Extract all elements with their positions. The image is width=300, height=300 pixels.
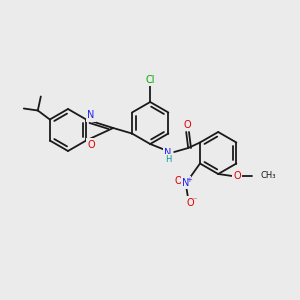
Text: Cl: Cl — [146, 75, 155, 85]
Text: O: O — [174, 176, 182, 187]
Text: O: O — [233, 171, 241, 181]
Text: O: O — [87, 140, 95, 149]
Text: CH₃: CH₃ — [260, 170, 276, 179]
Text: N: N — [88, 110, 95, 121]
Text: N: N — [164, 148, 172, 158]
Text: O: O — [186, 197, 194, 208]
Text: O: O — [183, 120, 191, 130]
Text: +: + — [186, 176, 192, 182]
Text: ⁻: ⁻ — [193, 195, 197, 204]
Text: N: N — [182, 178, 190, 188]
Text: H: H — [165, 154, 171, 164]
